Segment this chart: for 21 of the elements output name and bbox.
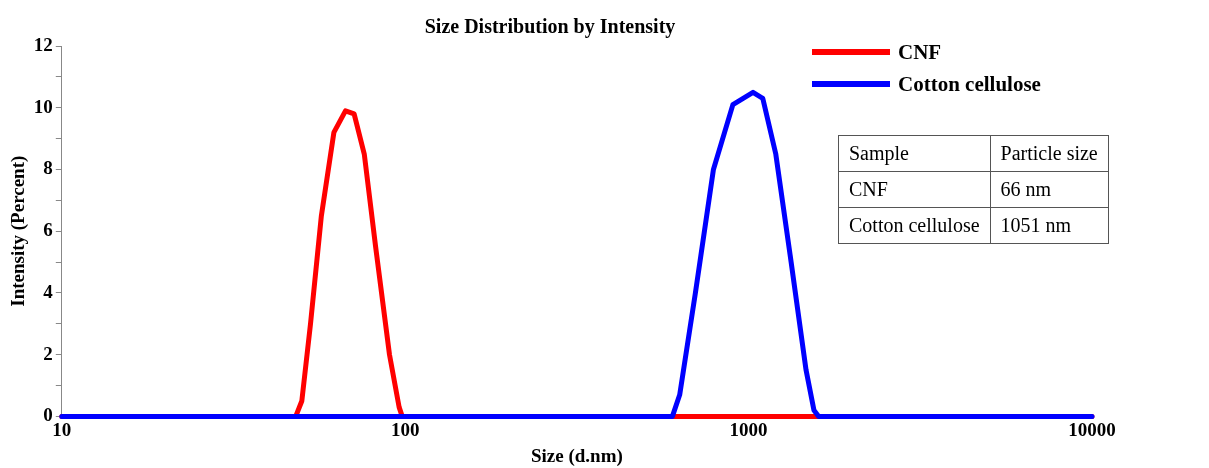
annotation: 66 nm <box>990 171 1109 208</box>
legend-label: Cotton cellulose <box>898 71 1041 97</box>
annotation: Particle size <box>990 135 1109 172</box>
annotation: CNF <box>838 171 991 208</box>
y-tick-label: 6 <box>43 219 53 241</box>
y-tick-label: 10 <box>33 95 53 117</box>
y-tick-label: 8 <box>43 157 53 179</box>
y-tick-label: 0 <box>43 404 53 426</box>
y-tick-label: 2 <box>43 342 53 364</box>
y-tick-label: 12 <box>33 33 53 55</box>
x-axis-title: Size (d.nm) <box>530 444 623 467</box>
y-axis-title: Intensity (Percent) <box>7 155 30 307</box>
x-tick-label: 1000 <box>729 418 768 440</box>
legend-label: CNF <box>898 39 942 65</box>
chart-title: Size Distribution by Intensity <box>424 15 676 39</box>
y-tick-label: 4 <box>43 280 54 302</box>
annotation: 1051 nm <box>990 207 1109 244</box>
x-tick-label: 100 <box>390 418 420 440</box>
annotation: Cotton cellulose <box>838 207 991 244</box>
annotation: Sample <box>838 135 991 172</box>
x-tick-label: 10000 <box>1068 418 1116 440</box>
